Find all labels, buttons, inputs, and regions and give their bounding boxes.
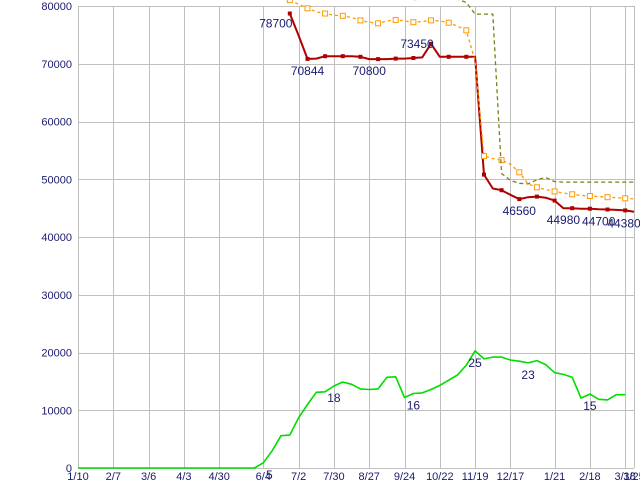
x-axis-tick-label: 3/25 [623, 471, 640, 480]
data-point-label: 16 [407, 399, 421, 413]
series-marker-orange-series [410, 19, 417, 26]
data-point-label: 70844 [291, 64, 325, 78]
series-marker-red-series [499, 188, 504, 193]
series-marker-orange-series [392, 16, 399, 23]
series-marker-orange-series [569, 191, 576, 198]
series-marker-red-series [429, 41, 433, 46]
y-axis-tick-label: 20000 [41, 348, 72, 360]
series-marker-red-series [464, 54, 469, 59]
data-point-label: 46560 [503, 204, 537, 218]
series-marker-orange-series [322, 10, 329, 17]
series-marker-orange-series [533, 184, 540, 191]
y-axis-tick-label: 80000 [41, 1, 72, 13]
series-marker-red-series [517, 197, 522, 202]
data-series-group [78, 0, 635, 469]
x-axis-tick-label: 9/24 [394, 471, 415, 480]
series-marker-red-series [482, 172, 486, 177]
series-marker-orange-series [516, 169, 523, 176]
series-line-green-series [78, 350, 626, 469]
data-point-label: 15 [583, 399, 597, 413]
series-marker-orange-series [604, 194, 611, 201]
series-marker-orange-series [286, 0, 293, 4]
x-axis-tick-label: 2/18 [579, 471, 600, 480]
y-axis-tick-label: 0 [66, 463, 72, 475]
data-point-labels: 78700 70844 70800 73450 46560 44980 4470044380… [259, 17, 640, 480]
x-axis-tick-label: 6/4 [256, 471, 271, 480]
series-marker-orange-series [375, 20, 382, 27]
series-marker-orange-series [622, 195, 629, 202]
series-marker-red-series [287, 11, 292, 16]
y-axis-tick-label: 40000 [41, 232, 72, 244]
x-axis-tick-label: 1/21 [544, 471, 565, 480]
x-axis-tick-label: 8/27 [359, 471, 380, 480]
series-marker-orange-series [357, 17, 364, 24]
data-point-label: 5 [266, 468, 273, 480]
y-axis-tick-label: 60000 [41, 117, 72, 129]
series-marker-orange-series [428, 17, 434, 24]
x-axis-tick-label: 7/30 [323, 471, 344, 480]
data-point-label: 70800 [353, 64, 387, 78]
series-marker-red-series [411, 56, 416, 60]
x-axis-tick-labels: 1/10 2/7 3/6 4/3 4/30 6/4 7/2 7/30 8/27 9/24 10/22… [67, 471, 640, 480]
series-marker-orange-series [304, 5, 311, 12]
series-marker-red-series [305, 56, 310, 61]
series-marker-red-series [446, 54, 451, 59]
x-axis-tick-label: 11/19 [462, 471, 489, 480]
data-point-label: 44980 [547, 213, 581, 227]
series-line-olive-series [412, 0, 634, 185]
series-marker-red-series [623, 208, 628, 213]
data-point-label: 44380 [607, 217, 640, 231]
y-axis-tick-label: 70000 [41, 59, 72, 71]
grid-lines [78, 6, 635, 469]
series-marker-red-series [323, 54, 328, 59]
series-marker-orange-series [339, 12, 346, 19]
x-axis-tick-label: 1/10 [67, 471, 88, 480]
series-marker-orange-series [481, 153, 487, 160]
series-marker-orange-series [551, 188, 558, 195]
series-marker-red-series [340, 54, 345, 59]
series-marker-red-series [376, 57, 381, 62]
series-marker-red-series [587, 206, 592, 211]
data-point-label: 73450 [400, 37, 434, 51]
x-axis-tick-label: 12/17 [497, 471, 525, 480]
x-axis-tick-label: 3/6 [141, 471, 156, 480]
series-marker-red-series [393, 56, 398, 61]
data-point-label: 25 [468, 356, 482, 370]
x-axis-tick-label: 3/18 [614, 471, 635, 480]
series-marker-red-series [534, 194, 539, 199]
y-axis-tick-label: 10000 [41, 405, 72, 417]
x-axis-tick-label: 7/2 [291, 471, 306, 480]
x-axis-tick-label: 4/3 [176, 471, 191, 480]
y-axis-tick-label: 50000 [41, 174, 72, 186]
x-axis-tick-label: 4/30 [208, 471, 229, 480]
data-point-label: 18 [327, 391, 341, 405]
series-marker-orange-series [586, 193, 593, 199]
series-line-red-series [288, 13, 635, 213]
series-marker-red-series [570, 206, 575, 211]
x-axis-tick-label: 10/22 [426, 471, 454, 480]
data-point-label: 23 [521, 368, 535, 382]
series-line-orange-series [289, 0, 635, 200]
series-marker-red-series [358, 54, 363, 59]
series-marker-red-series [605, 207, 610, 212]
series-marker-orange-series [463, 27, 470, 34]
series-marker-red-series [552, 198, 557, 203]
series-marker-orange-series [445, 19, 452, 26]
y-axis-tick-label: 30000 [41, 290, 72, 302]
y-axis-tick-labels: 0 10000 20000 30000 40000 50000 60000 70000 8000… [41, 1, 72, 475]
data-point-label: 78700 [259, 17, 293, 31]
x-axis-tick-label: 2/7 [106, 471, 121, 480]
data-point-label: 44700 [582, 214, 616, 228]
